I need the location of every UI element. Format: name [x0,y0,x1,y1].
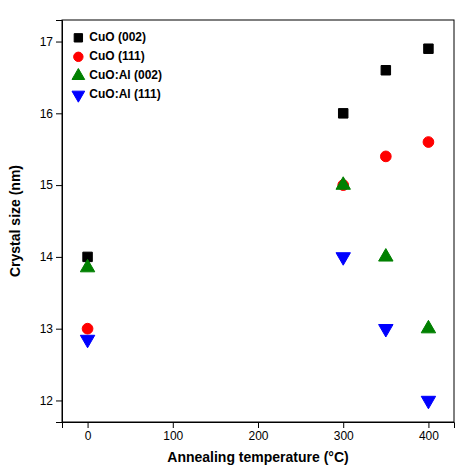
series [80,177,435,333]
tick-label: 17 [40,35,54,49]
tick-label: 200 [248,429,268,443]
tick-label: 400 [419,429,439,443]
point [379,325,393,337]
x-axis-title: Annealing temperature (°C) [167,449,348,465]
tick-label: 100 [163,429,183,443]
tick-label: 15 [40,178,54,192]
legend-label: CuO (111) [89,49,144,63]
point [379,249,393,261]
series [83,44,433,262]
tick: 12 [40,394,62,408]
tick: 0 [85,422,92,443]
chart: 0 100 200 300 400 12 13 14 15 16 17 CuO (002) CuO (1… [0,0,474,474]
tick-label: 12 [40,394,54,408]
legend-item: CuO:Al (111) [72,87,161,102]
point [336,253,350,265]
tick-label: 14 [40,250,54,264]
plot-frame [62,20,454,422]
tick-label: 13 [40,322,54,336]
tick-mark [56,400,62,401]
tick-mark [173,422,174,428]
point [82,323,93,334]
series [80,253,435,409]
legend-label: CuO:Al (002) [89,68,162,82]
tick-mark [343,422,344,428]
tick-mark [428,422,429,428]
legend: CuO (002) CuO (111) CuO:Al (002) CuO:Al (11… [72,30,162,102]
x-axis: 0 100 200 300 400 [63,422,455,443]
tick: 300 [334,422,354,443]
legend-label: CuO (002) [89,30,146,44]
point [336,177,350,189]
points [80,44,435,409]
legend-symbol [72,91,85,102]
tick: 100 [163,422,183,443]
tick-label: 0 [85,429,92,443]
y-axis: 12 13 14 15 16 17 [40,21,63,423]
legend-symbol [74,52,83,61]
tick-label: 16 [40,107,54,121]
tick: 17 [40,35,62,49]
tick: 16 [40,107,62,121]
tick-mark [56,329,62,330]
point [381,66,390,75]
legend-symbol [74,34,82,42]
tick: 15 [40,178,62,192]
tick-label: 300 [334,429,354,443]
tick-mark [56,42,62,43]
point [338,109,347,118]
plot-area: 0 100 200 300 400 12 13 14 15 16 17 CuO (002) CuO (1… [40,20,455,443]
point [424,44,433,53]
series [82,137,434,334]
point [423,137,434,148]
axis-line [63,423,455,429]
point [80,335,94,347]
tick: 200 [248,422,268,443]
legend-item: CuO:Al (002) [72,68,162,82]
legend-symbol [72,68,85,79]
legend-item: CuO (002) [74,30,146,44]
point [421,396,435,408]
legend-item: CuO (111) [74,49,145,63]
point [380,151,391,162]
axis-line [56,21,63,423]
legend-label: CuO:Al (111) [89,87,160,101]
point [80,259,94,271]
tick-mark [56,185,62,186]
point [421,320,435,332]
tick: 13 [40,322,62,336]
tick: 400 [419,422,439,443]
y-axis-title: Crystal size (nm) [7,165,23,277]
tick-mark [88,422,89,428]
tick-mark [56,113,62,114]
tick: 14 [40,250,62,264]
tick-mark [258,422,259,428]
tick-mark [56,257,62,258]
